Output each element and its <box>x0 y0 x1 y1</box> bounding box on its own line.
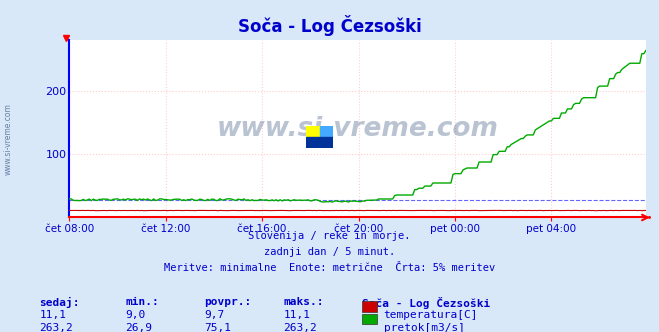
Bar <box>306 137 333 148</box>
Text: Soča - Log Čezsoški: Soča - Log Čezsoški <box>362 297 491 309</box>
Text: povpr.:: povpr.: <box>204 297 252 307</box>
Text: Soča - Log Čezsoški: Soča - Log Čezsoški <box>238 15 421 36</box>
Text: 26,9: 26,9 <box>125 323 152 332</box>
Text: 11,1: 11,1 <box>283 310 310 320</box>
Text: Meritve: minimalne  Enote: metrične  Črta: 5% meritev: Meritve: minimalne Enote: metrične Črta:… <box>164 263 495 273</box>
Bar <box>306 126 320 137</box>
Text: 263,2: 263,2 <box>40 323 73 332</box>
Text: min.:: min.: <box>125 297 159 307</box>
Text: Slovenija / reke in morje.: Slovenija / reke in morje. <box>248 231 411 241</box>
Text: maks.:: maks.: <box>283 297 324 307</box>
Text: www.si-vreme.com: www.si-vreme.com <box>4 104 13 175</box>
Text: temperatura[C]: temperatura[C] <box>384 310 478 320</box>
Text: 9,0: 9,0 <box>125 310 146 320</box>
Text: zadnji dan / 5 minut.: zadnji dan / 5 minut. <box>264 247 395 257</box>
Text: 9,7: 9,7 <box>204 310 225 320</box>
Text: www.si-vreme.com: www.si-vreme.com <box>217 116 498 142</box>
Text: sedaj:: sedaj: <box>40 297 80 308</box>
Text: 11,1: 11,1 <box>40 310 67 320</box>
Text: 263,2: 263,2 <box>283 323 317 332</box>
Bar <box>320 126 333 137</box>
Text: 75,1: 75,1 <box>204 323 231 332</box>
Text: pretok[m3/s]: pretok[m3/s] <box>384 323 465 332</box>
